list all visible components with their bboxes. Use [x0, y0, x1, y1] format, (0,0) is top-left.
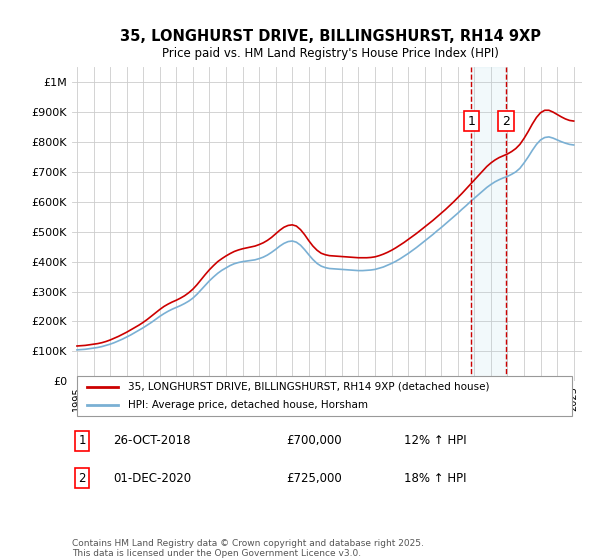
Text: Price paid vs. HM Land Registry's House Price Index (HPI): Price paid vs. HM Land Registry's House …: [161, 46, 499, 60]
Bar: [472, 67, 506, 381]
FancyBboxPatch shape: [77, 376, 572, 417]
Text: 35, LONGHURST DRIVE, BILLINGSHURST, RH14 9XP: 35, LONGHURST DRIVE, BILLINGSHURST, RH14…: [119, 29, 541, 44]
Text: 12% ↑ HPI: 12% ↑ HPI: [404, 434, 466, 447]
Text: 1: 1: [79, 434, 86, 447]
Text: 18% ↑ HPI: 18% ↑ HPI: [404, 472, 466, 484]
Text: 2: 2: [79, 472, 86, 484]
Text: £725,000: £725,000: [286, 472, 342, 484]
Text: 2: 2: [502, 115, 510, 128]
Text: 26-OCT-2018: 26-OCT-2018: [113, 434, 190, 447]
Text: Contains HM Land Registry data © Crown copyright and database right 2025.
This d: Contains HM Land Registry data © Crown c…: [72, 539, 424, 558]
Text: 01-DEC-2020: 01-DEC-2020: [113, 472, 191, 484]
Text: 35, LONGHURST DRIVE, BILLINGSHURST, RH14 9XP (detached house): 35, LONGHURST DRIVE, BILLINGSHURST, RH14…: [128, 382, 490, 392]
Text: £700,000: £700,000: [286, 434, 342, 447]
Text: HPI: Average price, detached house, Horsham: HPI: Average price, detached house, Hors…: [128, 400, 368, 410]
Text: 1: 1: [467, 115, 475, 128]
